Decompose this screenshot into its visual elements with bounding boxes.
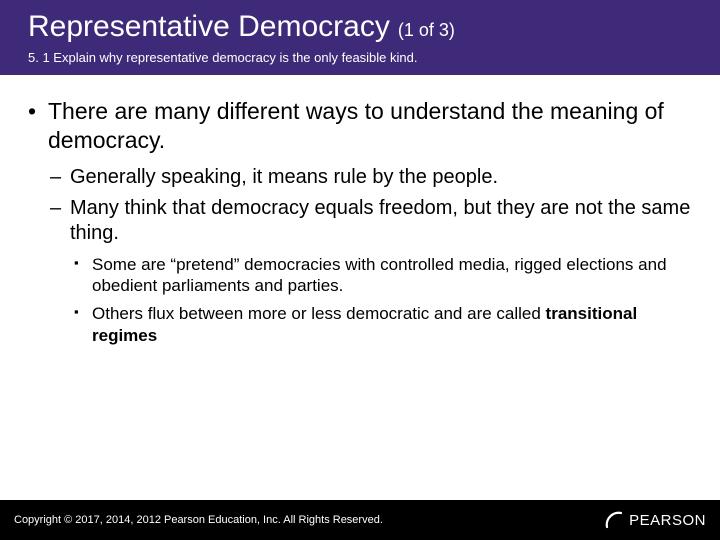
list-item: Generally speaking, it means rule by the… <box>48 165 692 190</box>
list-item: Some are “pretend” democracies with cont… <box>70 254 692 298</box>
slide-body: There are many different ways to underst… <box>0 75 720 540</box>
bullet-text: Some are “pretend” democracies with cont… <box>92 255 667 296</box>
brand-arc-icon <box>605 511 623 529</box>
copyright-text: Copyright © 2017, 2014, 2012 Pearson Edu… <box>14 514 383 526</box>
list-item: Others flux between more or less democra… <box>70 303 692 347</box>
bullet-list-lvl2: Generally speaking, it means rule by the… <box>48 165 692 347</box>
bullet-text: There are many different ways to underst… <box>48 98 664 153</box>
brand-logo: PEARSON <box>605 511 706 529</box>
bullet-list-lvl1: There are many different ways to underst… <box>28 97 692 347</box>
list-item: Many think that democracy equals freedom… <box>48 196 692 347</box>
bullet-list-lvl3: Some are “pretend” democracies with cont… <box>70 254 692 347</box>
slide-footer: Copyright © 2017, 2014, 2012 Pearson Edu… <box>0 500 720 540</box>
bullet-text-prefix: Others flux between more or less democra… <box>92 304 546 323</box>
slide-header: Representative Democracy (1 of 3) 5. 1 E… <box>0 0 720 75</box>
slide-count: (1 of 3) <box>398 20 455 41</box>
slide: Representative Democracy (1 of 3) 5. 1 E… <box>0 0 720 540</box>
brand-name: PEARSON <box>629 512 706 529</box>
bullet-text: Many think that democracy equals freedom… <box>70 197 690 244</box>
title-line: Representative Democracy (1 of 3) <box>28 10 692 44</box>
list-item: There are many different ways to underst… <box>28 97 692 347</box>
learning-objective: 5. 1 Explain why representative democrac… <box>28 50 692 65</box>
slide-title: Representative Democracy <box>28 10 390 44</box>
bullet-text: Generally speaking, it means rule by the… <box>70 166 498 188</box>
